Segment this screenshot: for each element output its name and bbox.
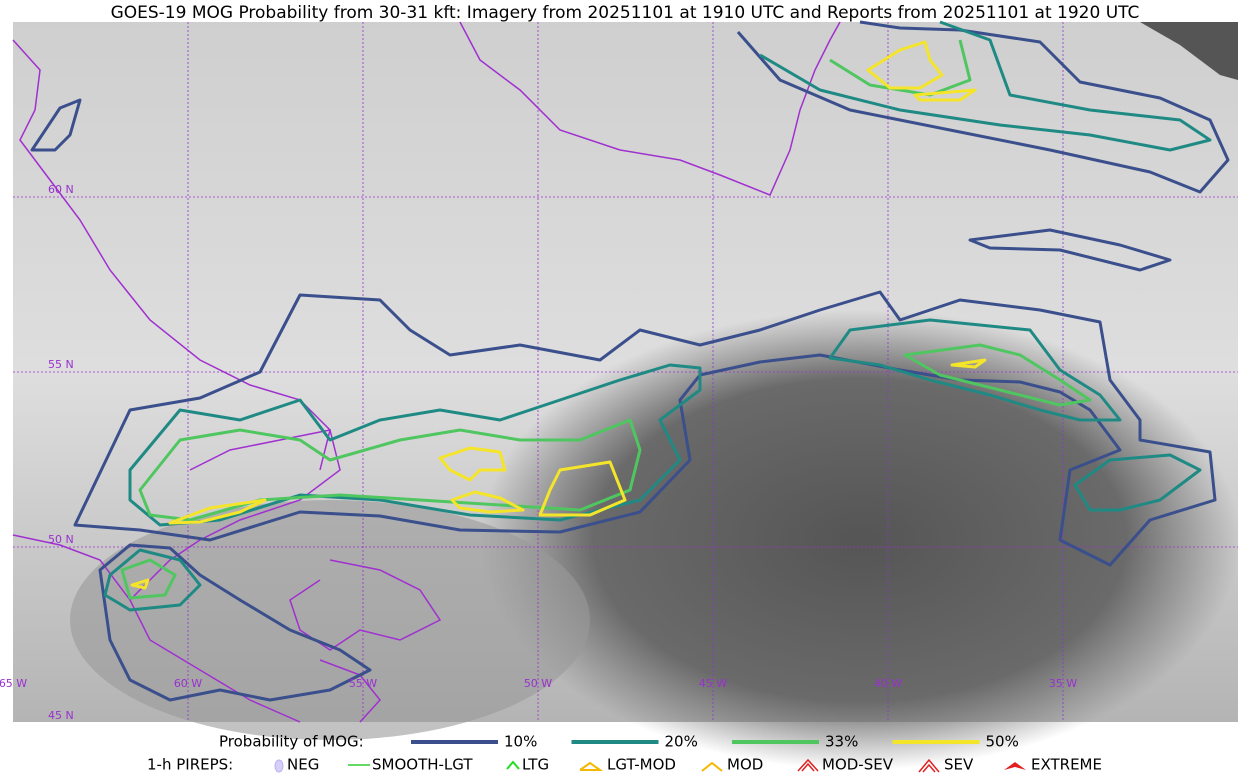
lon-label: 40 W: [874, 677, 902, 690]
lat-label: 55 N: [48, 358, 74, 371]
icon-sev: [922, 763, 936, 773]
icon-neg: [274, 759, 284, 773]
icon-mod-sev: [797, 758, 819, 772]
contour-10: [98, 543, 372, 702]
contour-20: [1073, 453, 1202, 512]
probability-legend: 10% 20% 33% 50%: [411, 733, 1019, 751]
icon-sev: [918, 758, 940, 773]
lon-label: 35 W: [1049, 677, 1077, 690]
icon-mod-sev: [801, 762, 815, 772]
contour-50: [866, 40, 944, 90]
legend: Probability of MOG: 10% 20% 33% 50% 1-h PIR…: [147, 733, 1102, 774]
legend-label: 33%: [825, 733, 858, 751]
contour-10: [968, 228, 1172, 272]
lat-label: 45 N: [48, 709, 74, 722]
contour-10: [30, 98, 82, 152]
pirep-icons: [274, 758, 1026, 773]
no-data: [1140, 22, 1238, 80]
lon-label: 55 W: [349, 677, 377, 690]
contour-50: [538, 460, 627, 517]
lon-label: 60 W: [174, 677, 202, 690]
coastline: [129, 429, 341, 601]
contour-33: [138, 418, 642, 522]
pirep-legend: NEG SMOOTH-LGT LTG LGT-MOD MOD MOD-SEV SEV EXTR…: [287, 756, 1102, 774]
lat-label: 50 N: [48, 533, 74, 546]
contour-50: [168, 498, 267, 525]
legend-label: SMOOTH-LGT: [372, 756, 473, 774]
lat-label: 60 N: [48, 183, 74, 196]
legend-label: 10%: [504, 733, 537, 751]
map: 60 N 55 N 50 N 45 N 65 W 60 W 55 W 50 W …: [0, 20, 1240, 770]
icon-ltg: [506, 760, 520, 770]
legend-label: 50%: [986, 733, 1019, 751]
contours: [30, 20, 1230, 702]
contour-50: [450, 490, 525, 514]
contour-20: [828, 318, 1122, 422]
lon-label: 65 W: [0, 677, 27, 690]
legend-label: SEV: [944, 756, 974, 774]
geo-labels: 60 N 55 N 50 N 45 N 65 W 60 W 55 W 50 W …: [0, 183, 1077, 722]
contour-50: [130, 578, 150, 590]
contour-50: [913, 88, 977, 102]
contour-20: [759, 20, 1212, 152]
dry-region: [480, 310, 1240, 770]
legend-label: MOD-SEV: [822, 756, 894, 774]
legend-label: MOD: [727, 756, 763, 774]
contour-20: [103, 548, 202, 612]
title: GOES-19 MOG Probability from 30-31 kft: …: [111, 3, 1140, 23]
contour-10: [736, 20, 1230, 194]
contour-33: [120, 558, 177, 600]
coastline: [319, 659, 381, 723]
legend-title: 1-h PIREPS:: [147, 756, 233, 774]
contour-50: [438, 446, 507, 482]
legend-label: NEG: [287, 756, 319, 774]
legend-title: Probability of MOG:: [219, 733, 364, 751]
icon-extreme: [1004, 762, 1026, 770]
graticule: [13, 22, 1238, 722]
lon-label: 45 W: [699, 677, 727, 690]
lon-label: 50 W: [524, 677, 552, 690]
dry-region: [70, 500, 590, 740]
legend-label: 20%: [665, 733, 698, 751]
legend-label: LTG: [522, 756, 549, 774]
contour-10: [73, 290, 1217, 567]
contour-50: [950, 358, 987, 369]
contour-33: [903, 343, 1092, 407]
coastline: [459, 21, 841, 196]
legend-label: EXTREME: [1031, 756, 1102, 774]
coastline: [289, 559, 442, 651]
icon-lgt-mod: [579, 761, 604, 771]
legend-label: LGT-MOD: [607, 756, 676, 774]
icon-mod: [701, 761, 723, 772]
